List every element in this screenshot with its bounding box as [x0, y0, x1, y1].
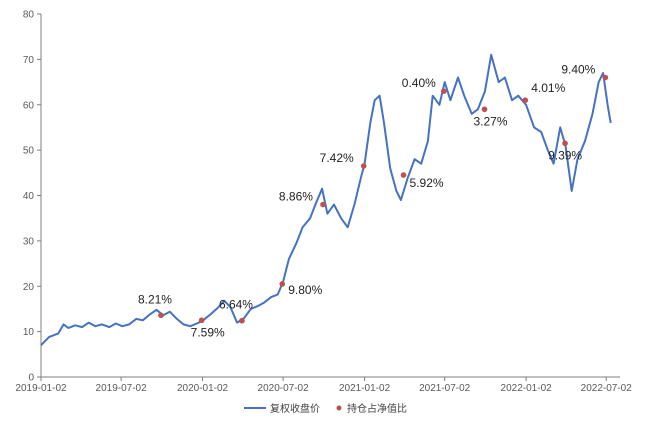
y-tick-label: 60 — [23, 100, 35, 111]
holding-ratio-label: 7.59% — [191, 325, 225, 339]
holding-marker — [440, 88, 447, 94]
holding-ratio-label: 5.92% — [410, 176, 444, 190]
y-tick-label: 0 — [28, 373, 34, 384]
holding-marker — [522, 97, 529, 104]
holding-marker — [239, 317, 245, 324]
holding-marker — [481, 106, 488, 113]
holding-marker — [198, 317, 205, 324]
x-tick-label: 2021-07-02 — [419, 383, 471, 394]
x-tick-label: 2019-01-02 — [15, 383, 67, 394]
price-line — [40, 53, 612, 346]
legend-marker-swatch — [336, 405, 342, 411]
x-tick-label: 2020-07-02 — [258, 383, 310, 394]
y-tick-label: 80 — [23, 10, 35, 21]
holding-marker — [360, 163, 367, 169]
holding-ratio-label: 6.64% — [219, 298, 253, 312]
holding-ratio-label: 9.80% — [288, 283, 322, 297]
y-tick-label: 70 — [23, 55, 35, 66]
holding-ratio-label: 9.40% — [561, 63, 595, 77]
holding-marker — [158, 312, 164, 319]
x-tick-label: 2022-07-02 — [581, 383, 633, 394]
holding-ratio-label: 7.42% — [320, 151, 354, 165]
y-tick-label: 30 — [23, 236, 35, 247]
holding-marker — [562, 140, 568, 147]
holding-ratio-label: 9.39% — [548, 148, 582, 162]
holding-ratio-label: 4.01% — [531, 81, 565, 95]
x-tick-label: 2020-01-02 — [177, 383, 229, 394]
holding-ratio-label: 8.21% — [138, 292, 172, 306]
y-tick-label: 20 — [23, 282, 35, 293]
x-tick-label: 2021-01-02 — [339, 383, 391, 394]
y-tick-label: 50 — [23, 146, 35, 157]
x-tick-label: 2019-07-02 — [96, 383, 148, 394]
legend-price-label: 复权收盘价 — [270, 402, 320, 415]
y-axis: 0 10 20 30 40 50 60 70 80 — [23, 10, 42, 384]
holding-ratio-label: 8.86% — [279, 190, 313, 204]
y-tick-label: 40 — [23, 191, 35, 202]
x-tick-label: 2022-01-02 — [501, 383, 553, 394]
holding-marker — [400, 172, 407, 178]
holding-ratio-label: 3.27% — [474, 114, 508, 128]
holding-marker — [279, 281, 286, 287]
holding-marker — [320, 201, 326, 208]
holding-markers: 8.21% 7.59% 6.64% 9.80% 8.86% 7.42% 5.92% 0.40%… — [138, 63, 609, 339]
legend: 复权收盘价 持仓占净值比 — [244, 402, 407, 415]
legend-holding-label: 持仓占净值比 — [347, 402, 407, 415]
holding-marker — [602, 74, 609, 81]
x-axis: 2019-01-02 2019-07-02 2020-01-02 2020-07-02… — [15, 376, 633, 394]
holding-ratio-label: 0.40% — [402, 76, 436, 90]
y-tick-label: 10 — [23, 327, 35, 338]
